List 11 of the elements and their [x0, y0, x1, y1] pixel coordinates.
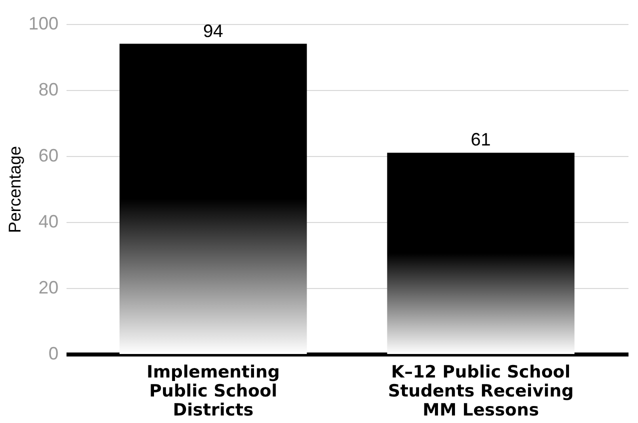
data-label: 61 [470, 130, 491, 150]
y-tick-label: 40 [38, 212, 58, 232]
y-tick-label: 100 [28, 14, 58, 34]
y-tick-label: 80 [38, 80, 58, 100]
y-tick-label: 60 [38, 146, 58, 166]
y-axis-title: Percentage [5, 146, 24, 233]
data-label: 94 [203, 20, 224, 41]
x-tick-label: Implementing Public School Districts [146, 362, 280, 420]
y-tick-label: 20 [38, 278, 58, 298]
y-tick-label: 0 [48, 344, 58, 364]
x-tick-label: K–12 Public School Students Receiving MM Lessons [388, 362, 574, 420]
